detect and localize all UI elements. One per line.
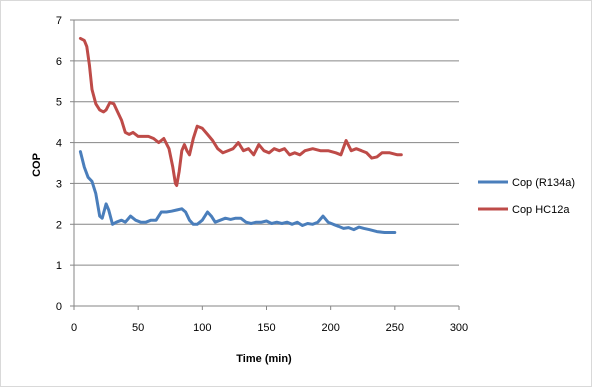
x-tick-label: 300: [450, 322, 468, 334]
y-tick-label: 2: [56, 219, 62, 231]
x-tick-label: 200: [321, 322, 339, 334]
y-tick-labels: 0 1 2 3 4 5 6 7: [56, 15, 62, 313]
y-tick-label: 4: [56, 138, 62, 150]
axes: [70, 19, 460, 310]
x-tick-labels: 0 50 100 150 200 250 300: [71, 322, 468, 334]
y-tick-label: 7: [56, 15, 62, 27]
x-tick-label: 150: [257, 322, 275, 334]
series-lines: [78, 36, 403, 234]
x-tick-label: 100: [193, 322, 211, 334]
x-tick-label: 250: [386, 322, 404, 334]
series-line-1: [78, 150, 397, 234]
gridlines: [74, 19, 459, 266]
legend-label-2: Cop HC12a: [512, 204, 570, 216]
x-axis-title: Time (min): [236, 353, 292, 365]
y-axis-title: COP: [31, 153, 43, 177]
legend: Cop (R134a) Cop HC12a: [478, 177, 575, 216]
series-line-2: [78, 36, 403, 187]
y-tick-label: 6: [56, 56, 62, 68]
y-tick-label: 5: [56, 97, 62, 109]
y-tick-label: 0: [56, 301, 62, 313]
y-tick-label: 1: [56, 260, 62, 272]
x-tick-label: 50: [132, 322, 144, 334]
legend-label-1: Cop (R134a): [512, 177, 575, 189]
y-tick-label: 3: [56, 178, 62, 190]
x-tick-label: 0: [71, 322, 77, 334]
